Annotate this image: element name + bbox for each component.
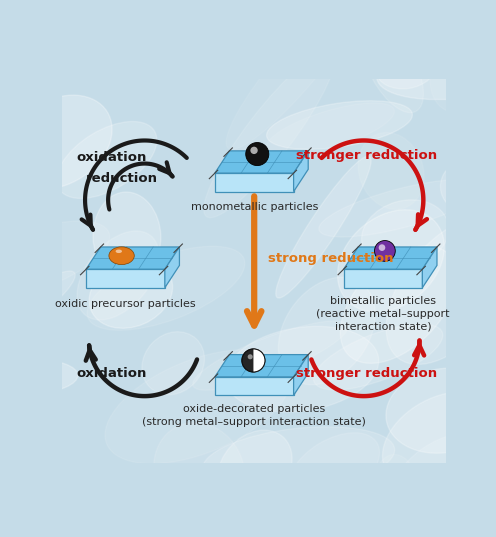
Text: monometallic particles: monometallic particles bbox=[190, 202, 318, 212]
Polygon shape bbox=[423, 247, 437, 288]
Ellipse shape bbox=[93, 192, 161, 281]
Text: stronger reduction: stronger reduction bbox=[296, 149, 437, 162]
Ellipse shape bbox=[0, 221, 110, 299]
Ellipse shape bbox=[362, 25, 424, 113]
Text: oxide-decorated particles
(strong metal–support interaction state): oxide-decorated particles (strong metal–… bbox=[142, 404, 366, 426]
Polygon shape bbox=[344, 247, 437, 269]
Ellipse shape bbox=[266, 103, 394, 155]
Polygon shape bbox=[86, 247, 180, 269]
Polygon shape bbox=[215, 354, 308, 377]
Circle shape bbox=[248, 354, 253, 359]
Ellipse shape bbox=[109, 247, 134, 265]
Ellipse shape bbox=[225, 326, 378, 412]
Ellipse shape bbox=[89, 259, 173, 328]
Ellipse shape bbox=[386, 368, 496, 453]
Circle shape bbox=[250, 147, 258, 154]
Ellipse shape bbox=[87, 246, 245, 330]
Text: bimetallic particles
(reactive metal–support
interaction state): bimetallic particles (reactive metal–sup… bbox=[316, 296, 450, 332]
Polygon shape bbox=[294, 151, 308, 192]
Polygon shape bbox=[344, 269, 423, 288]
Ellipse shape bbox=[278, 277, 375, 385]
Circle shape bbox=[242, 349, 265, 372]
Ellipse shape bbox=[154, 423, 245, 520]
Polygon shape bbox=[165, 247, 180, 288]
Ellipse shape bbox=[276, 156, 371, 298]
Circle shape bbox=[246, 142, 269, 165]
Ellipse shape bbox=[202, 427, 395, 492]
Ellipse shape bbox=[267, 101, 412, 149]
Text: oxidation: oxidation bbox=[76, 151, 147, 164]
Ellipse shape bbox=[387, 432, 496, 537]
Ellipse shape bbox=[226, 0, 366, 149]
Ellipse shape bbox=[362, 200, 449, 268]
Polygon shape bbox=[215, 173, 294, 192]
Ellipse shape bbox=[358, 133, 424, 209]
Ellipse shape bbox=[5, 95, 112, 189]
Text: reduction: reduction bbox=[86, 172, 158, 185]
Text: oxidation: oxidation bbox=[76, 367, 147, 380]
Ellipse shape bbox=[204, 50, 335, 217]
Ellipse shape bbox=[288, 433, 379, 505]
Text: oxidic precursor particles: oxidic precursor particles bbox=[55, 299, 196, 309]
Ellipse shape bbox=[377, 32, 496, 99]
Ellipse shape bbox=[0, 360, 78, 393]
Ellipse shape bbox=[376, 454, 416, 508]
Ellipse shape bbox=[440, 162, 488, 212]
Ellipse shape bbox=[57, 121, 157, 199]
Ellipse shape bbox=[0, 271, 75, 345]
Ellipse shape bbox=[430, 10, 496, 113]
Ellipse shape bbox=[338, 210, 444, 312]
Ellipse shape bbox=[193, 321, 348, 390]
Ellipse shape bbox=[181, 465, 249, 537]
Ellipse shape bbox=[382, 391, 496, 489]
Polygon shape bbox=[86, 269, 165, 288]
Ellipse shape bbox=[116, 250, 122, 253]
Text: strong reduction: strong reduction bbox=[268, 252, 393, 265]
Ellipse shape bbox=[340, 246, 457, 364]
Ellipse shape bbox=[319, 179, 484, 237]
Ellipse shape bbox=[217, 430, 292, 507]
Ellipse shape bbox=[313, 324, 443, 390]
Ellipse shape bbox=[77, 231, 159, 320]
Text: stronger reduction: stronger reduction bbox=[296, 367, 437, 380]
Circle shape bbox=[378, 244, 385, 251]
Ellipse shape bbox=[142, 332, 204, 395]
Ellipse shape bbox=[386, 216, 496, 365]
Polygon shape bbox=[215, 151, 308, 173]
Circle shape bbox=[374, 241, 395, 262]
Ellipse shape bbox=[105, 350, 291, 463]
Polygon shape bbox=[215, 377, 294, 395]
Ellipse shape bbox=[375, 46, 436, 89]
Polygon shape bbox=[294, 354, 308, 395]
Wedge shape bbox=[253, 349, 265, 372]
